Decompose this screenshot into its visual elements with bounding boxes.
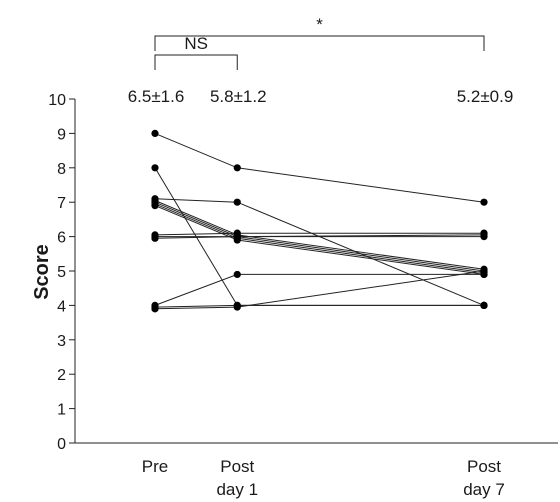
summary-label-2: 5.8±1.2 bbox=[210, 87, 267, 106]
y-axis-title: Score bbox=[31, 244, 53, 300]
significance-label-1: NS bbox=[184, 34, 208, 53]
x-tick-label-2: Post day 1 bbox=[216, 457, 258, 499]
data-point-s1-1 bbox=[151, 129, 159, 137]
chart-lines-layer bbox=[154, 132, 485, 310]
summary-labels: 6.5±1.6 5.8±1.2 5.2±0.9 bbox=[128, 87, 514, 106]
series-line-13 bbox=[154, 304, 484, 308]
significance-label-2: * bbox=[316, 15, 323, 34]
y-tick-label-4: 4 bbox=[57, 298, 66, 315]
x-tick-label-3: Post day 7 bbox=[463, 457, 505, 499]
data-point-s10-1 bbox=[151, 234, 159, 242]
data-point-s13-3 bbox=[480, 301, 488, 309]
data-point-s10-3 bbox=[480, 231, 488, 239]
data-point-s2-1 bbox=[151, 164, 159, 172]
y-tick-label-5: 5 bbox=[57, 264, 66, 281]
significance-brackets: NS * bbox=[154, 15, 485, 70]
series-line-1 bbox=[154, 132, 485, 203]
x-tick-label-1: Pre bbox=[142, 457, 168, 476]
y-tick-label-9: 9 bbox=[57, 126, 66, 143]
chart-points-layer bbox=[151, 129, 488, 313]
series-line-12 bbox=[154, 270, 485, 310]
data-point-s13-1 bbox=[151, 303, 159, 311]
data-point-s1-3 bbox=[480, 198, 488, 206]
x-axis: Pre Post day 1 Post day 7 bbox=[75, 442, 558, 499]
data-point-s3-2 bbox=[233, 198, 241, 206]
y-tick-label-2: 2 bbox=[57, 367, 66, 384]
y-axis: 0 1 2 3 4 5 6 7 8 9 10 bbox=[48, 92, 76, 453]
series-line-8 bbox=[154, 232, 484, 236]
data-point-s12-3 bbox=[480, 267, 488, 275]
y-tick-label-7: 7 bbox=[57, 195, 66, 212]
y-tick-label-8: 8 bbox=[57, 161, 66, 178]
significance-bracket-1 bbox=[154, 54, 238, 70]
y-tick-label-10: 10 bbox=[48, 92, 66, 109]
significance-bracket-2 bbox=[154, 35, 485, 51]
summary-label-3: 5.2±0.9 bbox=[457, 87, 514, 106]
y-tick-label-0: 0 bbox=[57, 436, 66, 453]
data-point-s11-2 bbox=[233, 270, 241, 279]
data-point-s13-2 bbox=[233, 301, 241, 309]
data-point-s7-1 bbox=[151, 202, 159, 210]
data-point-s1-2 bbox=[233, 164, 241, 172]
data-point-s10-2 bbox=[233, 233, 241, 241]
summary-label-1: 6.5±1.6 bbox=[128, 87, 185, 106]
series-line-3 bbox=[154, 198, 485, 306]
y-tick-label-3: 3 bbox=[57, 333, 66, 350]
y-tick-label-6: 6 bbox=[57, 230, 66, 247]
series-line-11 bbox=[154, 273, 484, 306]
y-tick-label-1: 1 bbox=[57, 402, 66, 419]
